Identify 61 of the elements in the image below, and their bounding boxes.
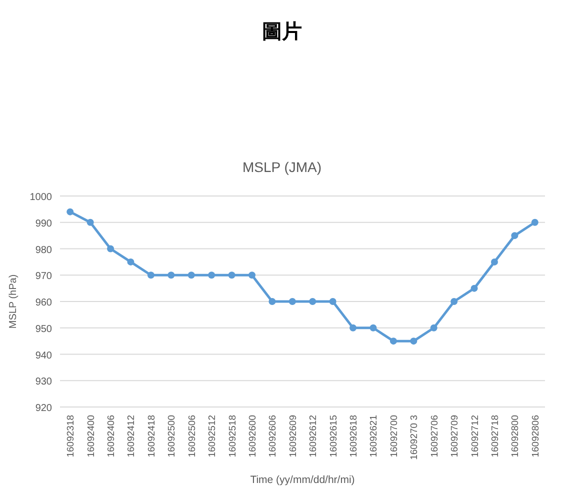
point — [531, 218, 538, 226]
x-tick-label: 16092621 — [368, 415, 380, 458]
point — [470, 284, 478, 292]
point — [188, 272, 195, 279]
point — [288, 298, 296, 305]
x-tick-label: 16092612 — [308, 415, 320, 458]
x-tick-label: 16092706 — [429, 415, 440, 458]
y-tick-label: 1000 — [30, 192, 52, 203]
x-tick-label: 16092700 — [388, 415, 400, 458]
point — [228, 272, 236, 279]
x-tick-label: 16092609 — [288, 415, 299, 458]
point — [86, 218, 94, 226]
point — [248, 272, 256, 279]
x-tick-label: 16092800 — [510, 415, 522, 458]
x-tick-label: 1609270 3 — [409, 415, 420, 460]
x-tick-label: 16092618 — [348, 415, 360, 458]
y-tick-label: 970 — [35, 271, 52, 282]
x-tick-label: 16092600 — [247, 415, 258, 458]
y-tick-label: 920 — [35, 403, 52, 414]
point — [490, 258, 498, 266]
point — [370, 324, 377, 332]
y-tick-label: 940 — [35, 350, 52, 362]
x-tick-label: 16092718 — [490, 415, 501, 458]
point — [268, 298, 276, 305]
x-tick-label: 16092709 — [450, 415, 461, 458]
point — [329, 298, 336, 305]
y-tick-label: 960 — [35, 298, 52, 308]
x-tick-label: 16092318 — [66, 415, 77, 458]
point — [410, 338, 418, 345]
x-tick-label: 16092615 — [328, 415, 340, 458]
point — [168, 272, 175, 279]
point — [390, 338, 397, 345]
x-tick-label: 16092400 — [86, 415, 97, 458]
y-tick-label: 990 — [35, 218, 52, 230]
y-tick-label: 950 — [35, 324, 52, 335]
x-tick-label: 16092506 — [186, 415, 198, 458]
y-tick-label: 980 — [35, 244, 52, 256]
x-tick-label: 16092406 — [106, 415, 118, 458]
point — [511, 232, 518, 240]
point — [450, 298, 458, 305]
text: 圖片 — [262, 19, 302, 43]
chart-title: MSLP (JMA) — [242, 159, 322, 175]
x-tick-label: 16092500 — [166, 415, 178, 458]
x-tick-label: 16092606 — [268, 415, 279, 458]
point — [208, 272, 216, 279]
point — [66, 208, 74, 216]
x-axis-title: Time (yy/mm/dd/hr/mi) — [250, 474, 355, 486]
y-tick-label: 930 — [35, 376, 52, 388]
x-tick-label: 16092712 — [470, 415, 481, 458]
point — [147, 272, 154, 279]
x-tick-label: 16092518 — [227, 415, 238, 458]
x-tick-label: 16092412 — [126, 415, 138, 458]
point — [127, 258, 134, 266]
point — [430, 324, 438, 332]
point — [350, 324, 357, 332]
point — [309, 298, 316, 305]
x-tick-label: 16092512 — [207, 415, 218, 458]
y-axis-title: MSLP (hPa) — [8, 274, 19, 329]
x-tick-label: 16092418 — [146, 415, 158, 458]
point — [107, 245, 114, 252]
x-tick-label: 16092806 — [530, 415, 542, 458]
